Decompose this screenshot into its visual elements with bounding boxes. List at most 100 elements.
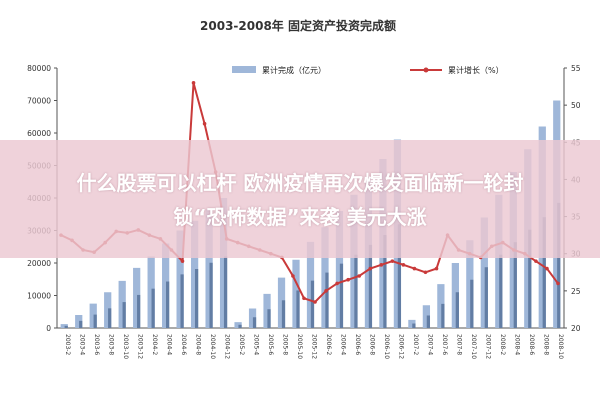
bar-shade bbox=[354, 254, 358, 328]
bar-shade bbox=[412, 323, 416, 328]
bar-shade bbox=[426, 315, 431, 328]
x-tick-label: 2006-12 bbox=[397, 334, 404, 359]
bar bbox=[176, 230, 184, 328]
line-point bbox=[335, 281, 339, 286]
x-tick-label: 2007-10 bbox=[470, 334, 477, 359]
bar bbox=[422, 305, 431, 328]
x-tick-label: 2005-6 bbox=[267, 334, 274, 355]
bar bbox=[118, 280, 126, 328]
line-point bbox=[390, 259, 395, 263]
line-point bbox=[423, 270, 428, 275]
bar-shade bbox=[137, 294, 141, 328]
headline-line-1: 什么股票可以杠杆 欧洲疫情再次爆发面临新一轮封 bbox=[76, 171, 524, 195]
bar-shade bbox=[166, 281, 170, 328]
y-left-tick-label: 60000 bbox=[27, 129, 51, 138]
bar bbox=[147, 256, 155, 328]
y-right-tick-label: 25 bbox=[571, 287, 581, 296]
bar-shade bbox=[151, 288, 155, 328]
bar-shade bbox=[223, 256, 228, 328]
line-point bbox=[401, 263, 406, 267]
bar-shade bbox=[441, 303, 445, 328]
x-tick-label: 2008-10 bbox=[557, 334, 564, 359]
line-point bbox=[534, 259, 538, 263]
line-point bbox=[357, 274, 362, 278]
bar-shade bbox=[238, 324, 242, 328]
y-left-tick-label: 80000 bbox=[27, 64, 51, 73]
line-point bbox=[191, 81, 196, 85]
legend-bar-swatch bbox=[232, 66, 256, 73]
x-tick-label: 2008-2 bbox=[499, 334, 506, 355]
x-tick-label: 2004-10 bbox=[209, 334, 216, 359]
legend-line-marker bbox=[423, 67, 429, 73]
x-tick-label: 2008-8 bbox=[542, 334, 549, 355]
bar-shade bbox=[122, 302, 126, 328]
y-left-tick-label: 70000 bbox=[27, 97, 51, 106]
bar-shade bbox=[252, 317, 257, 328]
bar bbox=[408, 319, 416, 328]
x-tick-label: 2004-6 bbox=[180, 334, 187, 355]
bar bbox=[75, 315, 83, 328]
x-tick-label: 2005-12 bbox=[311, 334, 318, 359]
bar-shade bbox=[209, 262, 213, 328]
line-point bbox=[556, 281, 560, 286]
x-tick-label: 2006-2 bbox=[325, 334, 332, 355]
bar-shade bbox=[281, 300, 286, 328]
bar-shade bbox=[383, 235, 387, 328]
x-tick-label: 2005-2 bbox=[238, 334, 245, 355]
bar bbox=[480, 217, 488, 328]
x-tick-label: 2003-12 bbox=[137, 334, 144, 359]
bar-shade bbox=[79, 320, 83, 328]
bar bbox=[306, 241, 315, 328]
x-tick-label: 2005-10 bbox=[296, 334, 303, 359]
legend-bar-label: 累计完成（亿元） bbox=[262, 65, 326, 75]
y-right-tick-label: 50 bbox=[571, 101, 581, 110]
bar-shade bbox=[499, 254, 503, 328]
bar-shade bbox=[180, 274, 184, 328]
chart-title: 2003-2008年 固定资产投资完成额 bbox=[200, 18, 396, 33]
headline-overlay bbox=[0, 140, 600, 258]
x-tick-label: 2004-2 bbox=[151, 334, 158, 355]
x-tick-label: 2004-4 bbox=[166, 334, 173, 355]
bar-shade bbox=[484, 267, 488, 328]
bar-shade bbox=[513, 242, 517, 328]
x-tick-label: 2007-6 bbox=[441, 334, 448, 355]
bar bbox=[234, 322, 242, 328]
bar bbox=[89, 303, 97, 328]
x-tick-label: 2005-4 bbox=[253, 334, 260, 355]
bar bbox=[60, 324, 68, 328]
line-point bbox=[291, 274, 295, 278]
bar-shade bbox=[310, 280, 315, 328]
bar-shade bbox=[339, 263, 344, 328]
bar-shade bbox=[368, 244, 373, 328]
bar bbox=[277, 277, 286, 328]
x-tick-label: 2005-8 bbox=[282, 334, 289, 355]
bar bbox=[466, 240, 474, 328]
bar bbox=[292, 259, 300, 328]
bar-shade bbox=[557, 202, 561, 328]
bar bbox=[219, 198, 228, 328]
x-tick-label: 2003-2 bbox=[64, 334, 71, 355]
x-tick-label: 2003-8 bbox=[108, 334, 115, 355]
bar bbox=[133, 267, 141, 328]
y-left-tick-label: 10000 bbox=[27, 292, 51, 301]
line-point bbox=[368, 266, 373, 271]
x-tick-label: 2006-6 bbox=[354, 334, 361, 355]
x-tick-label: 2007-2 bbox=[412, 334, 419, 355]
line-point bbox=[324, 289, 328, 293]
headline-text[interactable]: 什么股票可以杠杆 欧洲疫情再次爆发面临新一轮封 锁“恐怖数据”来袭 美元大涨 bbox=[0, 166, 600, 234]
y-right-tick-label: 20 bbox=[571, 324, 581, 333]
bar bbox=[104, 292, 112, 328]
x-tick-label: 2003-10 bbox=[122, 334, 129, 359]
line-point bbox=[202, 121, 207, 126]
line-point bbox=[379, 263, 384, 267]
bar bbox=[190, 220, 199, 328]
line-point bbox=[180, 259, 185, 263]
bar bbox=[335, 211, 344, 328]
legend-line-label: 累计增长（%） bbox=[448, 65, 504, 75]
bar-shade bbox=[325, 272, 329, 328]
bar bbox=[248, 308, 257, 328]
y-left-tick-label: 20000 bbox=[27, 259, 51, 268]
x-tick-label: 2007-12 bbox=[484, 334, 491, 359]
bar-shade bbox=[397, 224, 402, 328]
headline-line-2: 锁“恐怖数据”来袭 美元大涨 bbox=[173, 205, 427, 229]
